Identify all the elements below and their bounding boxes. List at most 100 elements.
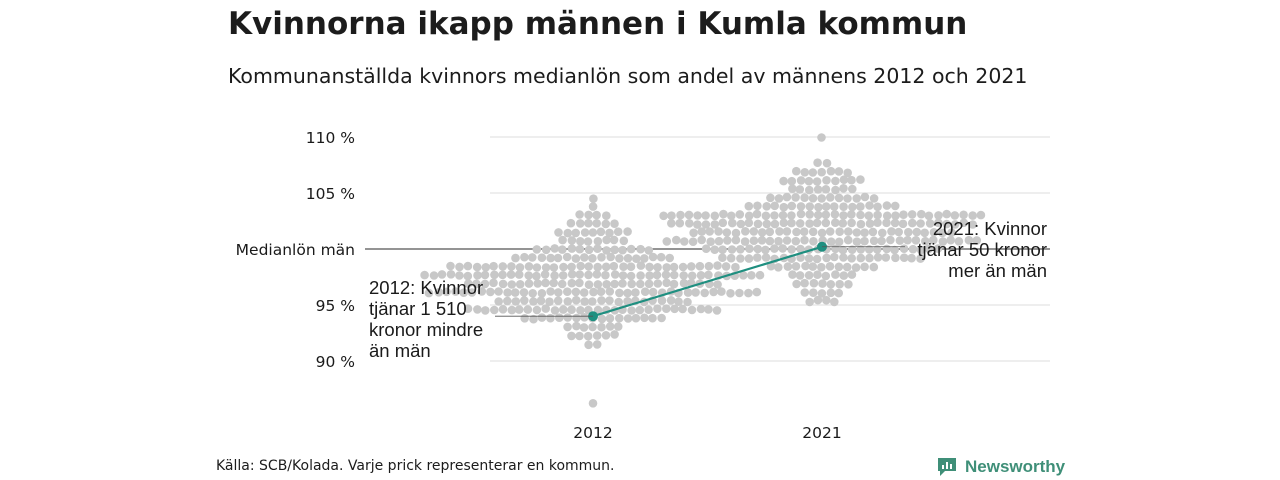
municipality-dot: [817, 167, 826, 177]
municipality-dot: [593, 280, 603, 289]
municipality-dot: [602, 246, 611, 255]
municipality-dot: [844, 280, 853, 289]
municipality-dot: [745, 244, 754, 253]
municipality-dot: [916, 245, 926, 255]
municipality-dot: [615, 313, 624, 323]
municipality-dot: [623, 288, 632, 298]
municipality-dot: [584, 218, 593, 228]
municipality-dot: [744, 288, 753, 298]
municipality-dot: [821, 202, 831, 211]
municipality-dot: [882, 211, 892, 221]
municipality-dot: [537, 289, 547, 298]
municipality-dot: [503, 296, 512, 306]
municipality-dot: [761, 245, 770, 255]
municipality-dot: [770, 211, 779, 220]
municipality-dot: [830, 252, 839, 262]
municipality-dot: [576, 237, 585, 246]
municipality-dot: [860, 236, 869, 246]
municipality-dot: [787, 245, 796, 254]
municipality-dot: [766, 261, 776, 271]
municipality-dot: [942, 219, 951, 229]
municipality-dot: [741, 227, 750, 236]
municipality-dot: [687, 271, 697, 281]
municipality-dot: [618, 245, 627, 255]
municipality-dot: [765, 227, 775, 237]
municipality-dot: [808, 227, 818, 237]
municipality-dot: [529, 314, 538, 324]
municipality-dot: [540, 270, 550, 279]
municipality-dot: [852, 228, 862, 237]
municipality-dot: [524, 271, 533, 280]
municipality-dot: [567, 262, 576, 272]
municipality-dot: [753, 253, 762, 262]
municipality-dot: [718, 218, 728, 228]
municipality-dot: [669, 279, 679, 289]
municipality-dot: [744, 218, 754, 228]
municipality-dot: [744, 211, 754, 221]
municipality-dot: [490, 270, 499, 280]
municipality-dot: [696, 304, 706, 314]
municipality-dot: [541, 278, 550, 288]
municipality-dot: [847, 210, 856, 219]
annotation-line: tjänar 1 510: [369, 298, 467, 319]
municipality-dot: [736, 254, 745, 263]
municipality-dot: [755, 270, 765, 280]
municipality-dot: [712, 306, 722, 315]
municipality-dot: [562, 252, 572, 262]
municipality-dot: [791, 193, 800, 202]
municipality-dot: [722, 228, 732, 237]
annotation-layer: 2012: Kvinnor tjänar 1 510 kronor mindre än…: [369, 218, 1047, 361]
municipality-dot: [757, 228, 767, 237]
municipality-dot: [834, 167, 844, 176]
municipality-dot: [596, 287, 606, 297]
municipality-dot: [592, 210, 601, 220]
municipality-dot: [580, 228, 590, 237]
municipality-dot: [813, 270, 822, 280]
municipality-dot: [481, 306, 490, 315]
municipality-dot: [950, 220, 960, 229]
chart-title: Kvinnorna ikapp männen i Kumla kommun: [228, 6, 968, 42]
municipality-dot: [571, 254, 581, 263]
municipality-dot: [825, 262, 835, 271]
municipality-dot: [834, 237, 844, 247]
municipality-dot: [822, 158, 832, 168]
municipality-dot: [610, 270, 620, 279]
municipality-dot: [596, 227, 606, 237]
municipality-dot: [575, 244, 585, 254]
municipality-dot: [653, 304, 662, 314]
municipality-dot: [817, 194, 826, 203]
municipality-dot: [838, 245, 848, 255]
municipality-dot: [779, 176, 788, 186]
municipality-dot: [533, 279, 542, 288]
municipality-dot: [689, 228, 698, 238]
brand-logo[interactable]: Newsworthy: [936, 456, 1065, 478]
municipality-dot: [507, 262, 516, 271]
municipality-dot: [511, 297, 521, 306]
highlight-line: [592, 245, 823, 318]
municipality-dot: [887, 227, 896, 236]
municipality-dot: [713, 261, 722, 270]
y-tick-label: 90 %: [316, 353, 355, 371]
municipality-dot: [882, 201, 892, 210]
municipality-dot: [899, 210, 908, 219]
municipality-dot: [726, 253, 736, 263]
municipality-dot: [869, 262, 879, 272]
municipality-dot: [920, 228, 929, 238]
municipality-dot: [567, 244, 577, 253]
municipality-dot: [721, 262, 731, 271]
municipality-dot: [882, 218, 891, 228]
municipality-dot: [609, 235, 619, 245]
municipality-dot: [656, 252, 666, 262]
municipality-dot: [635, 305, 645, 315]
municipality-dot: [842, 262, 852, 272]
municipality-dot: [704, 305, 713, 314]
annotation-line: kronor mindre: [369, 319, 483, 340]
municipality-dot: [515, 263, 525, 272]
annotation-line: tjänar 50 kronor: [917, 239, 1047, 260]
municipality-dot: [546, 287, 555, 296]
municipality-dot: [572, 321, 581, 331]
municipality-dot: [701, 244, 711, 253]
municipality-dot: [762, 202, 771, 211]
municipality-dot: [878, 228, 887, 238]
